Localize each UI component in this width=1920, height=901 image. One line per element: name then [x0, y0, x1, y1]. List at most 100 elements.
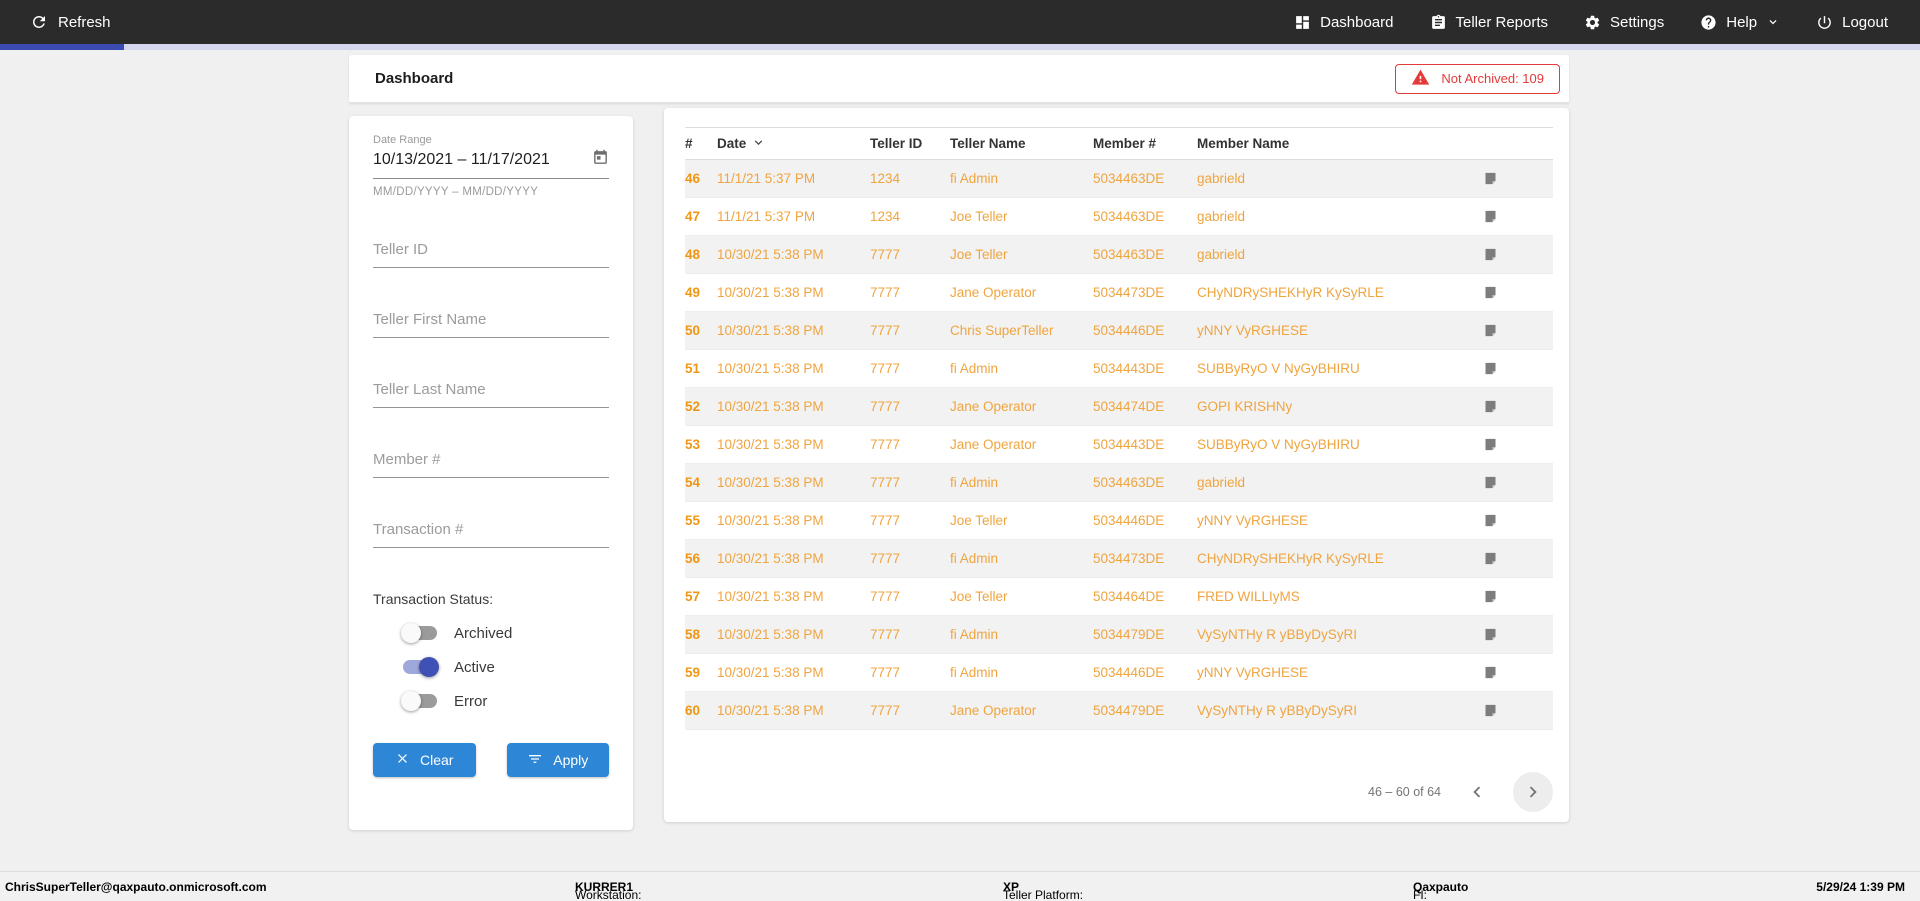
calendar-icon[interactable] [592, 149, 609, 171]
cell-date: 10/30/21 5:38 PM [717, 399, 824, 414]
fi-label: FI: [1413, 888, 1427, 901]
footer-datetime: 5/29/24 1:39 PM [1816, 880, 1905, 894]
cell-tid: 1234 [870, 209, 901, 224]
filter-fields [373, 239, 609, 548]
table-row[interactable]: 46 11/1/21 5:37 PM 1234 fi Admin 5034463DE ga… [685, 160, 1553, 198]
cell-tid: 7777 [870, 399, 901, 414]
apply-button[interactable]: Apply [506, 743, 609, 777]
toggle-archived[interactable] [401, 623, 437, 643]
cell-tname: Joe Teller [950, 247, 1008, 262]
note-icon[interactable] [1483, 512, 1553, 529]
toggle-error[interactable] [401, 691, 437, 711]
toggle-active[interactable] [403, 657, 439, 677]
cell-num: 60 [685, 703, 701, 718]
cell-date: 11/1/21 5:37 PM [717, 171, 816, 186]
table-row[interactable]: 55 10/30/21 5:38 PM 7777 Joe Teller 5034446D… [685, 502, 1553, 540]
refresh-button[interactable]: Refresh [30, 13, 111, 31]
cell-date: 10/30/21 5:38 PM [717, 627, 824, 642]
nav-teller-reports[interactable]: Teller Reports [1430, 14, 1548, 31]
cell-num: 56 [685, 551, 701, 566]
cell-tname: Jane Operator [950, 437, 1037, 452]
table-row[interactable]: 56 10/30/21 5:38 PM 7777 fi Admin 5034473DE C… [685, 540, 1553, 578]
cell-num: 49 [685, 285, 701, 300]
dashboard-icon [1294, 14, 1311, 31]
toggle-row: Archived [401, 623, 609, 643]
date-range-label: Date Range [373, 134, 432, 146]
note-icon[interactable] [1483, 208, 1553, 225]
transaction-status-label: Transaction Status: [373, 591, 494, 607]
filter-field [373, 239, 609, 268]
note-icon[interactable] [1483, 588, 1553, 605]
nav-dashboard[interactable]: Dashboard [1294, 14, 1394, 31]
power-icon [1816, 14, 1833, 31]
table-row[interactable]: 47 11/1/21 5:37 PM 1234 Joe Teller 5034463DE… [685, 198, 1553, 236]
cell-mnum: 5034446DE [1093, 665, 1165, 680]
note-icon[interactable] [1483, 284, 1553, 301]
clear-button[interactable]: Clear [373, 743, 476, 777]
not-archived-badge[interactable]: Not Archived: 109 [1395, 63, 1560, 94]
page-header: Dashboard Not Archived: 109 [349, 55, 1569, 103]
cell-tid: 7777 [870, 665, 901, 680]
chevron-down-icon [1766, 15, 1780, 29]
table-row[interactable]: 53 10/30/21 5:38 PM 7777 Jane Operator 50344… [685, 426, 1553, 464]
table-row[interactable]: 49 10/30/21 5:38 PM 7777 Jane Operator 50344… [685, 274, 1553, 312]
table-row[interactable]: 59 10/30/21 5:38 PM 7777 fi Admin 5034446DE y… [685, 654, 1553, 692]
note-icon[interactable] [1483, 702, 1553, 719]
status-toggles: Archived Active Error [373, 623, 609, 711]
teller-first-name-input[interactable] [373, 309, 609, 338]
table-row[interactable]: 48 10/30/21 5:38 PM 7777 Joe Teller 5034463D… [685, 236, 1553, 274]
member-number-input[interactable] [373, 449, 609, 478]
table-row[interactable]: 57 10/30/21 5:38 PM 7777 Joe Teller 5034464D… [685, 578, 1553, 616]
nav-settings[interactable]: Settings [1584, 14, 1664, 31]
cell-mname: gabrield [1197, 475, 1246, 490]
note-icon[interactable] [1483, 664, 1553, 681]
table-row[interactable]: 50 10/30/21 5:38 PM 7777 Chris SuperTeller 5… [685, 312, 1553, 350]
pagination-range-label: 46 – 60 of 64 [1368, 785, 1441, 799]
previous-page-button[interactable] [1465, 780, 1489, 804]
cell-mnum: 5034473DE [1093, 551, 1165, 566]
col-header-teller-name: Teller Name [950, 136, 1026, 151]
table-row[interactable]: 52 10/30/21 5:38 PM 7777 Jane Operator 50344… [685, 388, 1553, 426]
cell-mname: CHyNDRySHEKHyR KySyRLE [1197, 551, 1384, 566]
table-row[interactable]: 58 10/30/21 5:38 PM 7777 fi Admin 5034479DE V… [685, 616, 1553, 654]
cell-num: 54 [685, 475, 701, 490]
teller-platform-info: Teller Platform: XP [1003, 880, 1083, 901]
toggle-thumb [401, 623, 421, 643]
transaction-number-input[interactable] [373, 519, 609, 548]
nav-logout[interactable]: Logout [1816, 14, 1888, 31]
workstation-label: Workstation: [575, 888, 642, 901]
note-icon[interactable] [1483, 474, 1553, 491]
next-page-button[interactable] [1513, 772, 1553, 812]
col-header-date[interactable]: Date [717, 135, 870, 153]
cell-mnum: 5034463DE [1093, 247, 1165, 262]
fi-info: FI: Qaxpauto [1413, 880, 1469, 901]
note-icon[interactable] [1483, 322, 1553, 339]
table-row[interactable]: 54 10/30/21 5:38 PM 7777 fi Admin 5034463DE g… [685, 464, 1553, 502]
cell-tid: 7777 [870, 285, 901, 300]
cell-mname: gabrield [1197, 171, 1246, 186]
nav-help[interactable]: Help [1700, 14, 1780, 31]
note-icon[interactable] [1483, 170, 1553, 187]
cell-date: 10/30/21 5:38 PM [717, 589, 824, 604]
note-icon[interactable] [1483, 360, 1553, 377]
filter-actions: Clear Apply [373, 743, 609, 777]
note-icon[interactable] [1483, 626, 1553, 643]
table-body: 46 11/1/21 5:37 PM 1234 fi Admin 5034463DE ga… [685, 160, 1553, 730]
teller-id-input[interactable] [373, 239, 609, 268]
cell-mnum: 5034446DE [1093, 323, 1165, 338]
date-range-input[interactable] [373, 151, 592, 169]
toggle-label: Archived [454, 624, 513, 642]
fi-value: Qaxpauto [1413, 880, 1469, 894]
note-icon[interactable] [1483, 436, 1553, 453]
note-icon[interactable] [1483, 550, 1553, 567]
cell-tid: 7777 [870, 361, 901, 376]
cell-mnum: 5034463DE [1093, 171, 1165, 186]
teller-last-name-input[interactable] [373, 379, 609, 408]
cell-mnum: 5034479DE [1093, 703, 1165, 718]
table-row[interactable]: 51 10/30/21 5:38 PM 7777 fi Admin 5034443DE S… [685, 350, 1553, 388]
note-icon[interactable] [1483, 246, 1553, 263]
table-row[interactable]: 60 10/30/21 5:38 PM 7777 Jane Operator 50344… [685, 692, 1553, 730]
cell-tname: fi Admin [950, 551, 999, 566]
note-icon[interactable] [1483, 398, 1553, 415]
cell-mname: yNNY VyRGHESE [1197, 513, 1309, 528]
